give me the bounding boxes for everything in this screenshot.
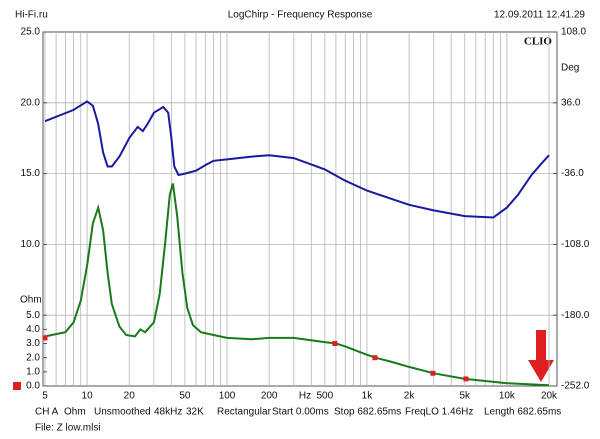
footer-item: Unsmoothed (94, 407, 151, 418)
footer-item: Rectangular (217, 407, 272, 418)
x-unit: Hz (299, 391, 311, 402)
y2-tick-label: -108.0 (561, 239, 590, 250)
y-tick-label: 1.0 (26, 366, 40, 377)
chart-title: LogChirp - Frequency Response (228, 10, 373, 21)
marker (463, 376, 469, 382)
x-tick-label: 200 (261, 391, 278, 402)
footer-item: Length 682.65ms (484, 407, 561, 418)
y2-tick-label: -180.0 (561, 310, 590, 321)
x-tick-label: 1k (362, 391, 374, 402)
marker (430, 370, 436, 376)
y-tick-label: 15.0 (21, 168, 41, 179)
file-name: File: Z low.mlsi (35, 423, 101, 434)
marker (372, 355, 378, 361)
y-tick-label: 20.0 (21, 97, 41, 108)
site-label: Hi-Fi.ru (15, 10, 48, 21)
plot-frame (42, 31, 558, 387)
x-tick-label: 10 (82, 391, 94, 402)
y-tick-label: 10.0 (21, 239, 41, 250)
x-tick-label: 500 (316, 391, 333, 402)
timestamp: 12.09.2011 12.41.29 (494, 10, 585, 21)
y-tick-label: 5.0 (26, 310, 40, 321)
y-tick-label: 0.0 (26, 381, 40, 392)
footer-item: Stop 682.65ms (334, 407, 401, 418)
x-tick-label: 100 (219, 391, 236, 402)
x-tick-label: 5k (459, 391, 471, 402)
x-tick-label: 5 (42, 391, 48, 402)
y-tick-label: 3.0 (26, 338, 40, 349)
footer-item: FreqLO 1.46Hz (405, 407, 473, 418)
y-tick-label: 2.0 (26, 352, 40, 363)
marker (42, 335, 48, 341)
y2-tick-label: -252.0 (561, 381, 590, 392)
y-axis-label: Ohm (20, 295, 42, 306)
footer: CH A Ohm Unsmoothed 48kHz 32K Rectangular Star… (35, 407, 561, 418)
grid (43, 32, 557, 386)
footer-item: 32K (186, 407, 204, 418)
channel-indicator (13, 382, 21, 390)
series-line (44, 100, 550, 219)
footer-item: Start 0.00ms (272, 407, 329, 418)
footer-item: 48kHz (154, 407, 182, 418)
cursor-arrow (528, 330, 554, 382)
x-tick-label: 10k (499, 391, 516, 402)
x-tick-label: 20k (541, 391, 558, 402)
y-tick-label: 4.0 (26, 324, 40, 335)
footer-item: Ohm (64, 407, 86, 418)
y2-tick-label: 36.0 (561, 97, 581, 108)
brand: CLIO (524, 36, 553, 48)
marker (332, 341, 338, 347)
y2-axis-label: Deg (561, 63, 579, 74)
footer-item: CH A (35, 407, 59, 418)
y-tick-label: 25.0 (21, 27, 41, 38)
x-tick-label: 50 (179, 391, 191, 402)
x-tick-label: 20 (124, 391, 136, 402)
x-tick-label: 2k (404, 391, 416, 402)
y2-tick-label: 108.0 (561, 27, 586, 38)
y2-tick-label: -36.0 (561, 168, 584, 179)
series-line (44, 183, 550, 387)
